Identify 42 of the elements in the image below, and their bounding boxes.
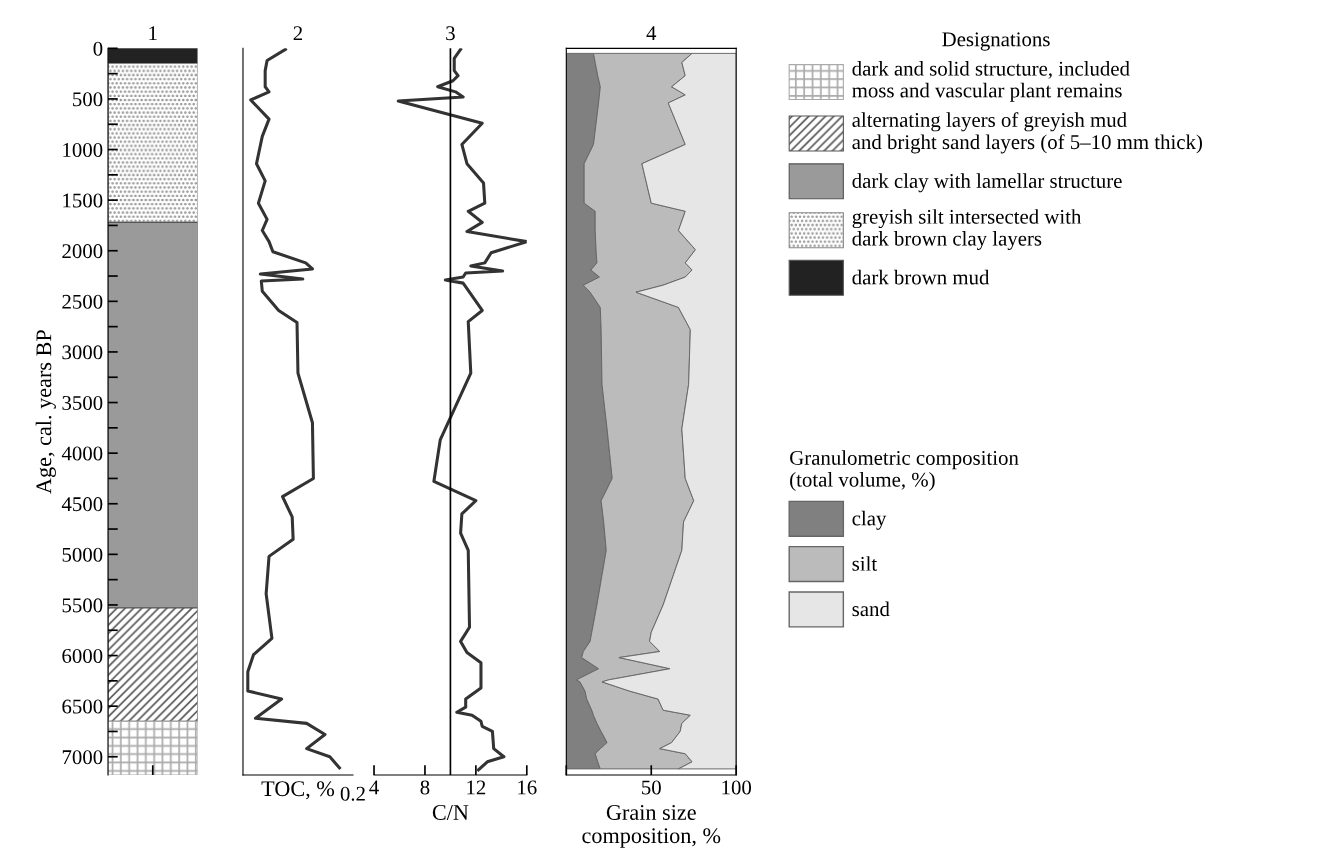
y-tick-label: 1000 xyxy=(63,142,103,157)
y-tick-label: 5500 xyxy=(62,598,103,613)
y-tick-label: 2000 xyxy=(62,244,103,259)
legend-label: sand xyxy=(852,601,890,617)
y-tick-label: 0 xyxy=(93,41,103,56)
y-tick-label: 2500 xyxy=(62,294,103,309)
legend-label: alternating layers of greyish mud and bright sand layers (of 5–10 mm thick) xyxy=(852,112,1202,154)
y-tick-label: 1500 xyxy=(63,193,103,208)
legend-label: dark brown mud xyxy=(852,269,990,285)
y-tick-label: 6500 xyxy=(62,699,103,714)
legend-label: dark clay with lamellar structure xyxy=(852,173,1122,193)
legend-label: silt xyxy=(852,556,878,571)
chart-title: 1 xyxy=(149,26,157,40)
text: 0.2 xyxy=(340,786,365,801)
y-tick-label: 6000 xyxy=(62,648,103,663)
x-tick-label: 100 xyxy=(722,780,752,795)
y-tick-label: 7000 xyxy=(62,750,103,765)
bar xyxy=(107,62,198,223)
x-tick-label: 4 xyxy=(369,780,379,795)
legend-title: Designations xyxy=(942,32,1050,51)
x-tick-label: 16 xyxy=(518,780,537,795)
y-tick-label: 4000 xyxy=(61,446,103,461)
x-tick-label: 8 xyxy=(420,780,430,795)
y-axis-title: Age, cal. years BP xyxy=(35,330,56,494)
x-tick-label: 12 xyxy=(467,780,486,795)
legend-label: dark and solid structure, included moss and vascular plant remains xyxy=(852,61,1130,102)
bar xyxy=(107,720,198,775)
legend-title: Granulometric composition (total volume, %) xyxy=(790,450,1019,491)
y-tick-label: 4500 xyxy=(61,497,103,512)
x-axis-title: Grain size composition, % xyxy=(582,804,721,848)
y-tick-label: 3000 xyxy=(62,345,103,360)
y-tick-label: 3500 xyxy=(62,395,103,410)
x-tick-label: 50 xyxy=(642,780,661,795)
y-tick-label: 5000 xyxy=(62,547,103,562)
x-axis-title: C/N xyxy=(432,804,469,820)
chart-title: 2 xyxy=(293,26,303,40)
y-tick-label: 500 xyxy=(73,92,103,107)
legend-label: greyish silt intersected with dark brown clay layers xyxy=(852,209,1082,250)
chart-title: 3 xyxy=(446,26,455,41)
chart-title: 4 xyxy=(646,26,657,40)
legend-label: clay xyxy=(852,510,887,530)
x-axis-title: TOC, % xyxy=(261,781,335,800)
